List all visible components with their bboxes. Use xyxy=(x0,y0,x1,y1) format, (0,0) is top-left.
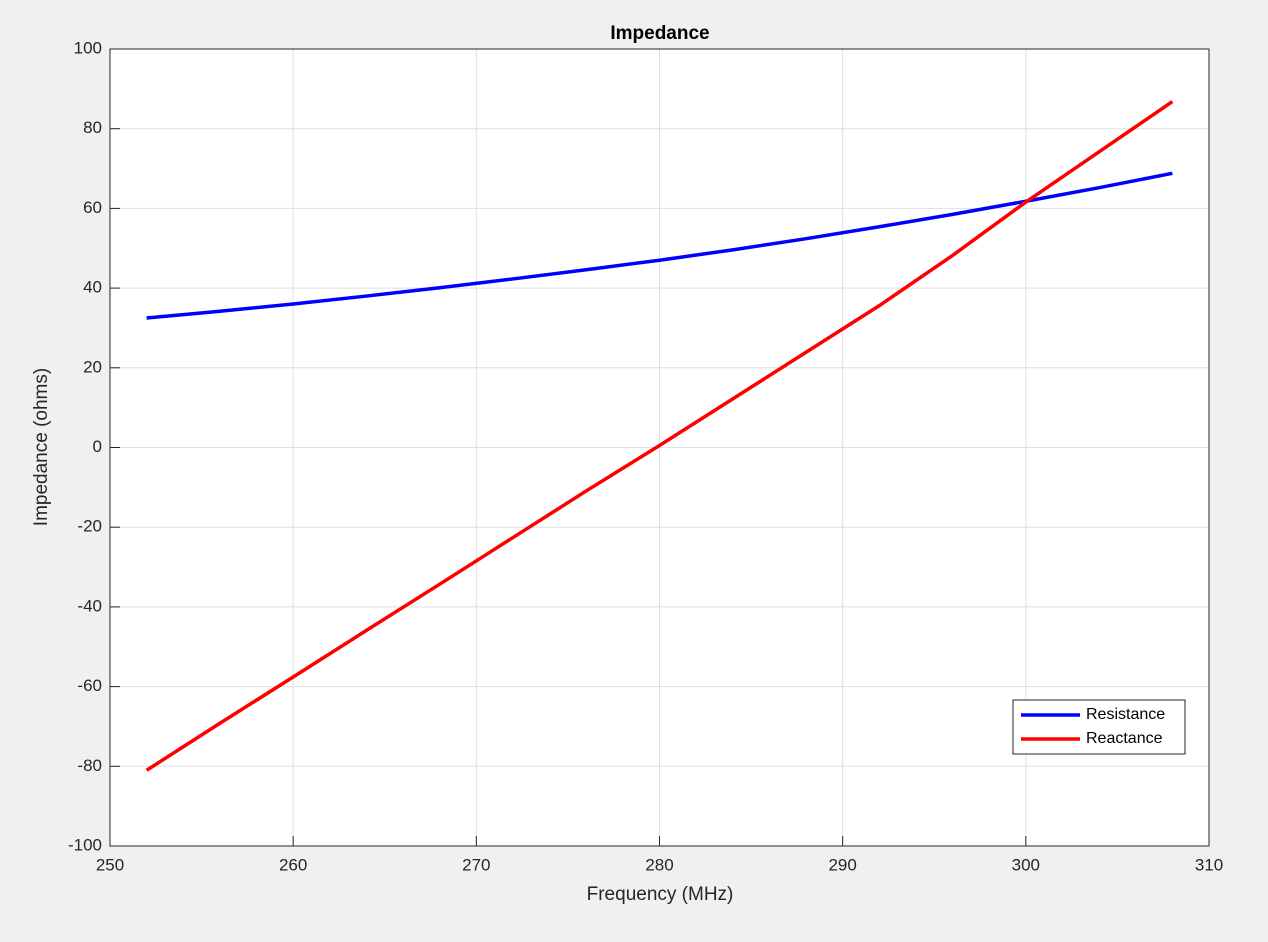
y-tick-label: -40 xyxy=(77,596,102,615)
chart-title: Impedance xyxy=(610,23,709,44)
x-tick-label: 300 xyxy=(1012,855,1040,874)
y-tick-label: -100 xyxy=(68,835,102,854)
y-tick-label: -60 xyxy=(77,676,102,695)
x-axis-label: Frequency (MHz) xyxy=(587,884,734,905)
y-tick-label: 80 xyxy=(83,118,102,137)
line-series xyxy=(146,171,1173,320)
line-series xyxy=(145,100,1174,772)
x-tick-label: 270 xyxy=(462,855,490,874)
legend-label: Reactance xyxy=(1086,730,1163,747)
y-tick-label: 100 xyxy=(74,38,102,57)
plot-frame xyxy=(109,48,1210,847)
x-tick-label: 290 xyxy=(828,855,856,874)
legend-box xyxy=(1012,699,1186,755)
y-tick-label: 40 xyxy=(83,278,102,297)
x-tick-label: 260 xyxy=(279,855,307,874)
x-tick-label: 310 xyxy=(1195,855,1223,874)
y-tick-label: -80 xyxy=(77,756,102,775)
y-tick-label: -20 xyxy=(77,517,102,536)
x-tick-label: 250 xyxy=(96,855,124,874)
y-axis-label: Impedance (ohms) xyxy=(31,368,52,526)
y-tick-label: 0 xyxy=(93,437,102,456)
y-tick-label: 20 xyxy=(83,357,102,376)
legend-label: Resistance xyxy=(1086,706,1165,723)
y-tick-label: 60 xyxy=(83,198,102,217)
x-tick-label: 280 xyxy=(645,855,673,874)
